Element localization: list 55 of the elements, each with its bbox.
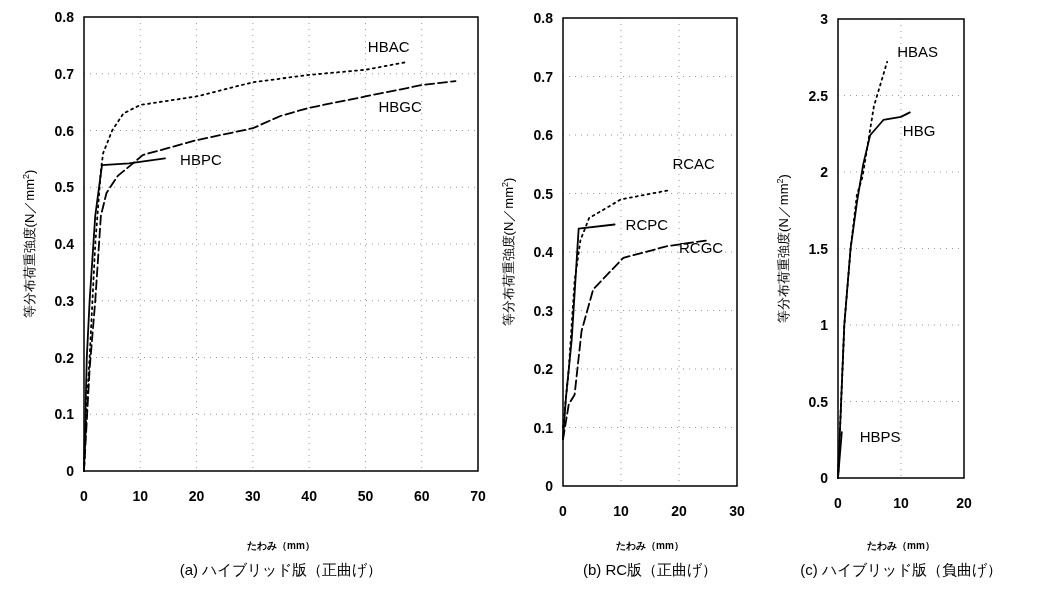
y-tick-label: 1.5 (808, 240, 829, 257)
series-label: RCGC (679, 239, 724, 257)
y-tick-label: 0.6 (54, 122, 75, 139)
y-tick-label: 0.1 (54, 406, 75, 423)
series-label: HBG (902, 122, 936, 140)
y-tick-label: 0.3 (533, 302, 554, 319)
x-tick-label: 20 (188, 488, 205, 504)
series-label: HBPS (859, 428, 901, 446)
series-label: HBGC (378, 98, 422, 116)
y-tick-label: 0.3 (54, 292, 75, 309)
x-tick-label: 10 (613, 503, 629, 519)
x-tick-label: 60 (413, 488, 430, 504)
x-tick-label: 50 (357, 488, 374, 504)
text: (a) ハイブリッド版（正曲げ） (179, 561, 383, 578)
y-tick-label: 0.5 (533, 185, 554, 202)
x-tick-label: 70 (470, 488, 486, 504)
y-tick-label: 0.4 (54, 236, 75, 252)
x-tick-label: 10 (132, 488, 149, 504)
x-tick-label: 10 (893, 495, 909, 511)
x-axis-title: たわみ（mm） (867, 540, 935, 551)
y-tick-label: 0.1 (533, 419, 554, 436)
y-tick-label: 0.5 (808, 393, 829, 410)
y-tick-label: 0.2 (533, 361, 554, 377)
y-tick-label: 0 (820, 470, 829, 486)
series-label: HBAC (367, 38, 410, 56)
y-tick-label: 0.7 (54, 65, 75, 82)
y-tick-label: 0 (545, 478, 554, 494)
series-label: RCAC (672, 154, 716, 172)
series-label: RCPC (625, 215, 669, 233)
series-label: HBPC (180, 151, 222, 169)
x-tick-label: 0 (559, 503, 568, 519)
y-tick-label: 1 (820, 317, 829, 333)
x-tick-label: 40 (301, 488, 318, 504)
y-tick-label: 0.8 (54, 9, 75, 25)
x-tick-label: 0 (834, 495, 843, 511)
y-tick-label: 0.4 (533, 244, 554, 260)
y-tick-label: 3 (820, 11, 829, 27)
y-tick-label: 0.6 (533, 127, 554, 143)
x-axis-title: たわみ（mm） (247, 540, 315, 551)
y-tick-label: 0.7 (533, 68, 554, 85)
x-tick-label: 20 (956, 495, 972, 511)
y-tick-label: 0.2 (54, 349, 75, 366)
text: (c) ハイブリッド版（負曲げ） (800, 561, 1002, 578)
y-tick-label: 0.8 (533, 10, 554, 26)
x-tick-label: 30 (729, 503, 745, 519)
y-tick-label: 0.5 (54, 179, 75, 196)
y-tick-label: 2 (820, 164, 829, 180)
y-tick-label: 2.5 (808, 87, 829, 104)
x-tick-label: 20 (671, 503, 687, 519)
y-tick-label: 0 (66, 463, 75, 479)
series-label: HBAS (897, 42, 938, 60)
x-axis-title: たわみ（mm） (616, 540, 684, 551)
x-tick-label: 30 (245, 488, 261, 504)
text: (b) RC版（正曲げ） (582, 561, 718, 578)
x-tick-label: 0 (80, 488, 89, 504)
